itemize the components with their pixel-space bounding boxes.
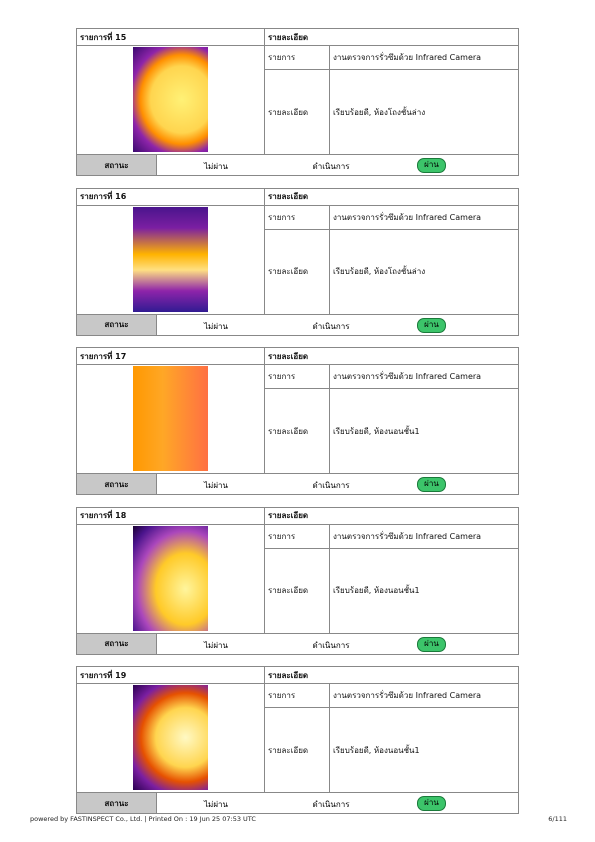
action-option: ดำเนินการ xyxy=(312,640,350,650)
row1-value: งานตรวจการรั่วซึมด้วย Infrared Camera xyxy=(329,683,519,709)
pass-option: ผ่าน xyxy=(417,636,446,652)
thermal-image xyxy=(133,366,208,472)
action-option: ดำเนินการ xyxy=(312,321,350,331)
pass-option: ผ่าน xyxy=(417,317,446,333)
item-title: รายการที่ 17 xyxy=(76,347,265,366)
row1-value: งานตรวจการรั่วซึมด้วย Infrared Camera xyxy=(329,364,519,390)
detail-header: รายละเอียด xyxy=(264,28,519,46)
thermal-image xyxy=(133,206,208,312)
row1-label: รายการ xyxy=(264,45,330,70)
row1-label: รายการ xyxy=(264,364,330,390)
fail-option: ไม่ผ่าน xyxy=(204,800,228,810)
detail-header: รายละเอียด xyxy=(264,347,519,366)
row1-value: งานตรวจการรั่วซึมด้วย Infrared Camera xyxy=(329,45,519,70)
footer-left: powered by FASTINSPECT Co., Ltd. | Print… xyxy=(30,815,256,823)
item-title: รายการที่ 15 xyxy=(76,28,265,46)
pass-option: ผ่าน xyxy=(417,158,446,173)
page-number: 6/111 xyxy=(548,815,567,823)
pass-option: ผ่าน xyxy=(417,796,446,812)
thermal-image xyxy=(133,685,208,791)
detail-header: รายละเอียด xyxy=(264,187,519,206)
fail-option: ไม่ผ่าน xyxy=(204,162,228,171)
row1-label: รายการ xyxy=(264,683,330,709)
item-title: รายการที่ 19 xyxy=(76,666,265,685)
row2-value: เรียบร้อยดี, ห้องนอนชั้น1 xyxy=(329,388,519,475)
row1-value: งานตรวจการรั่วซึมด้วย Infrared Camera xyxy=(329,204,519,230)
row2-label: รายละเอียด xyxy=(264,707,330,794)
row2-value: เรียบร้อยดี, ห้องโถงชั้นล่าง xyxy=(329,228,519,315)
fail-option: ไม่ผ่าน xyxy=(204,481,228,491)
row2-label: รายละเอียด xyxy=(264,547,330,634)
row1-label: รายการ xyxy=(264,204,330,230)
fail-option: ไม่ผ่าน xyxy=(204,321,228,331)
row1-value: งานตรวจการรั่วซึมด้วย Infrared Camera xyxy=(329,523,519,549)
pass-option: ผ่าน xyxy=(417,477,446,493)
row2-label: รายละเอียด xyxy=(264,388,330,475)
row2-value: เรียบร้อยดี, ห้องนอนชั้น1 xyxy=(329,707,519,794)
row1-label: รายการ xyxy=(264,523,330,549)
row2-value: เรียบร้อยดี, ห้องนอนชั้น1 xyxy=(329,547,519,634)
item-title: รายการที่ 16 xyxy=(76,187,265,206)
row2-label: รายละเอียด xyxy=(264,69,330,155)
row2-label: รายละเอียด xyxy=(264,228,330,315)
status-label: สถานะ xyxy=(76,154,157,176)
detail-header: รายละเอียด xyxy=(264,666,519,685)
status-label: สถานะ xyxy=(76,792,157,815)
item-title: รายการที่ 18 xyxy=(76,506,265,525)
action-option: ดำเนินการ xyxy=(312,162,350,171)
thermal-image xyxy=(133,525,208,631)
row2-value: เรียบร้อยดี, ห้องโถงชั้นล่าง xyxy=(329,69,519,155)
fail-option: ไม่ผ่าน xyxy=(204,640,228,650)
thermal-image xyxy=(133,47,208,152)
action-option: ดำเนินการ xyxy=(312,800,350,810)
action-option: ดำเนินการ xyxy=(312,481,350,491)
status-label: สถานะ xyxy=(76,632,157,655)
status-label: สถานะ xyxy=(76,313,157,336)
detail-header: รายละเอียด xyxy=(264,506,519,525)
status-label: สถานะ xyxy=(76,473,157,496)
